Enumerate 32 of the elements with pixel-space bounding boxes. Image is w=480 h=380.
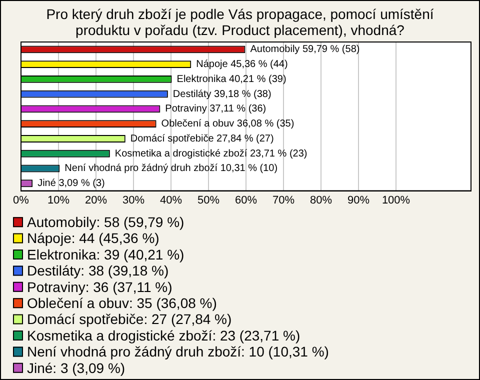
x-tick-label: 90%: [347, 194, 370, 206]
legend-label: Není vhodná pro žádný druh zboží: 10 (10,31 %): [27, 344, 329, 360]
legend-label: Automobily: 58 (59,79 %): [27, 214, 184, 230]
x-tick-label: 60%: [234, 194, 258, 206]
data-label: Domácí spotřebiče 27,84 % (27): [130, 133, 274, 144]
data-label: Kosmetika a drogistické zboží 23,71 % (23): [114, 148, 308, 160]
data-label: Automobily 59,79 % (58): [250, 44, 360, 56]
legend-label: Oblečení a obuv: 35 (36,08 %): [27, 294, 217, 311]
x-tick-label: 30%: [122, 194, 145, 206]
data-label: Jiné 3,09 % (3): [38, 178, 105, 190]
data-label: Oblečení a obuv 36,08 % (35): [161, 118, 294, 130]
legend-label: Elektronika: 39 (40,21 %): [27, 246, 184, 262]
chart-title: Pro který druh zboží je podle Vás propagace, pomocí umístění produktu v pořadu (tzv. Product placement), vhodná?: [45, 5, 435, 38]
data-label: Nápoje 45,36 % (44): [196, 59, 288, 70]
data-label: Elektronika 40,21 % (39): [176, 74, 286, 85]
legend-label: Potraviny: 36 (37,11 %): [27, 278, 172, 295]
data-label: Potraviny 37,11 % (36): [165, 104, 266, 115]
legend-label: Jiné: 3 (3,09 %): [27, 360, 126, 376]
legend-label: Kosmetika a drogistické zboží: 23 (23,71 %): [27, 327, 300, 344]
x-tick-label: 10%: [47, 194, 70, 206]
legend-label: Domácí spotřebiče: 27 (27,84 %): [27, 311, 232, 328]
x-tick-label: 80%: [310, 194, 332, 206]
x-tick-label: 50%: [197, 194, 220, 206]
x-tick-label: 100%: [382, 194, 410, 206]
x-tick-label: 0%: [13, 194, 30, 206]
data-label: Není vhodná pro žádný druh zboží 10,31 % (10): [64, 163, 278, 174]
x-tick-label: 70%: [272, 194, 295, 206]
x-tick-label: 20%: [84, 194, 108, 206]
legend-label: Nápoje: 44 (45,36 %): [27, 230, 160, 246]
x-tick-label: 40%: [160, 194, 182, 206]
legend-label: Destiláty: 38 (39,18 %): [27, 262, 169, 279]
data-label: Destiláty 39,18 % (38): [172, 88, 272, 100]
